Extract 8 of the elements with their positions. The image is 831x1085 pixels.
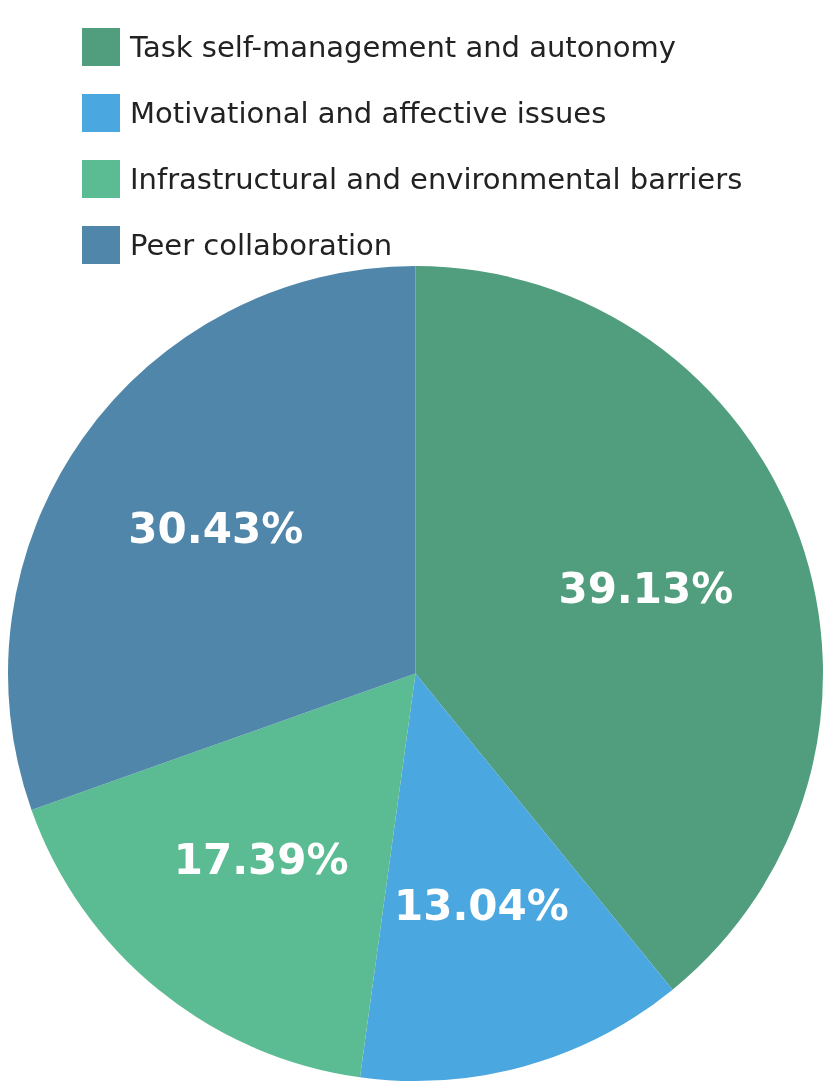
data-label: 39.13%	[558, 563, 734, 613]
legend-label: Peer collaboration	[130, 228, 393, 262]
data-label: 30.43%	[128, 504, 304, 554]
legend-label: Task self-management and autonomy	[130, 30, 676, 64]
legend-label: Motivational and affective issues	[130, 96, 607, 130]
legend-label: Infrastructural and environmental barriers	[130, 162, 743, 196]
data-label: 17.39%	[173, 835, 349, 885]
data-label: 13.04%	[393, 880, 569, 930]
